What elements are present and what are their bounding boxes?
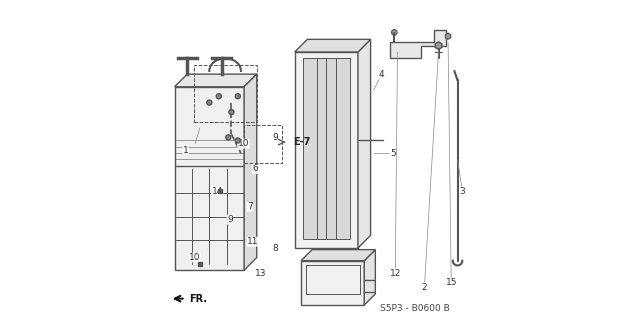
Text: E-7: E-7 — [293, 137, 310, 147]
Text: 11: 11 — [247, 237, 259, 246]
Text: 12: 12 — [390, 269, 401, 278]
Circle shape — [226, 135, 231, 140]
Text: 14: 14 — [212, 187, 223, 196]
Text: 6: 6 — [252, 165, 258, 174]
Bar — [294, 52, 358, 248]
Polygon shape — [301, 250, 375, 261]
Polygon shape — [294, 39, 371, 52]
Polygon shape — [445, 33, 451, 39]
Bar — [175, 87, 244, 270]
Text: 10: 10 — [237, 139, 249, 148]
Circle shape — [207, 100, 212, 105]
Circle shape — [236, 138, 240, 143]
Text: 9: 9 — [272, 133, 278, 142]
Polygon shape — [175, 74, 257, 87]
Text: 15: 15 — [445, 278, 457, 287]
Circle shape — [236, 94, 240, 99]
Polygon shape — [390, 30, 447, 58]
Polygon shape — [364, 250, 375, 305]
Text: FR.: FR. — [189, 293, 207, 304]
Circle shape — [392, 30, 397, 35]
Circle shape — [229, 109, 234, 115]
Circle shape — [410, 48, 416, 53]
Text: 9: 9 — [227, 215, 233, 224]
Text: 7: 7 — [247, 203, 253, 211]
Circle shape — [216, 94, 221, 99]
Text: 4: 4 — [379, 70, 385, 78]
Text: 10: 10 — [189, 253, 201, 262]
Text: S5P3 - B0600 B: S5P3 - B0600 B — [380, 304, 450, 313]
Text: 8: 8 — [273, 243, 278, 253]
Text: 3: 3 — [460, 187, 465, 196]
Text: 13: 13 — [255, 269, 266, 278]
Polygon shape — [358, 39, 371, 248]
Polygon shape — [435, 42, 442, 49]
Text: 1: 1 — [183, 145, 189, 154]
Text: 5: 5 — [390, 149, 396, 158]
Bar — [244, 125, 282, 163]
Text: 2: 2 — [422, 283, 427, 292]
Polygon shape — [244, 74, 257, 270]
Circle shape — [398, 48, 403, 53]
Bar — [303, 58, 350, 239]
Bar — [301, 261, 364, 305]
Bar — [193, 65, 257, 122]
Bar — [306, 265, 360, 294]
